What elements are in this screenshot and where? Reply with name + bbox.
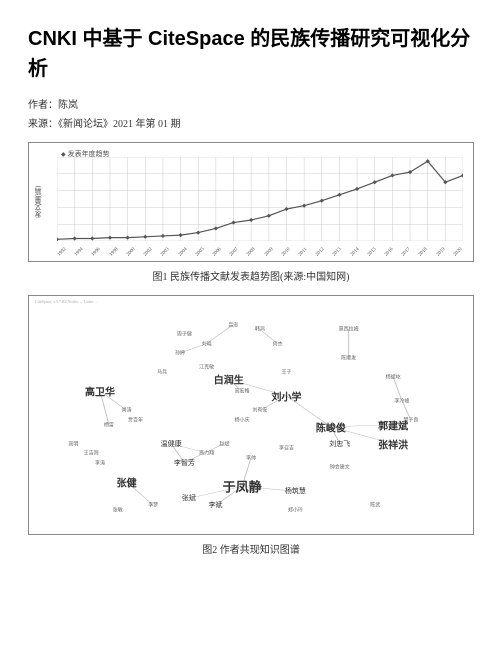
author-node: 李冷峰 (394, 397, 409, 404)
xlabel: 2013 (332, 247, 343, 258)
chart1-xlabels: 1992199419961998200020022003200420052006… (57, 254, 463, 259)
source-label: 来源： (28, 119, 58, 130)
author-node: 高宏格 (235, 388, 250, 395)
xlabel: 2016 (384, 247, 395, 258)
author-node: 韩鸿 (255, 326, 265, 333)
xlabel: 2010 (281, 247, 292, 258)
xlabel: 2002 (143, 247, 154, 258)
author-node: 张斌 (182, 493, 196, 503)
xlabel: 2008 (246, 247, 257, 258)
author-node: 刘小学 (272, 388, 302, 403)
author-node: 樊子良 (403, 416, 418, 423)
xlabel: 2009 (264, 247, 275, 258)
author-node: 莫西拉姆 (339, 326, 359, 333)
author-node: 杨筑慧 (285, 486, 306, 496)
author-node: 杨小庆 (235, 416, 250, 423)
author-node: 高卫华 (85, 384, 115, 399)
author-node: 杨雷 (104, 421, 114, 428)
author-node: 尚涛 (122, 407, 132, 414)
author-node: 王洁则 (84, 450, 99, 457)
chart2-meta: CiteSpace, v.5.7.R2 Nodes: ... Links: ..… (35, 300, 98, 305)
author-node: 周子健 (177, 331, 192, 338)
author-node: 刘有安 (252, 407, 267, 414)
xlabel: 2020 (453, 247, 464, 258)
author-node: 吕澎 (228, 321, 238, 328)
xlabel: 1998 (109, 247, 120, 258)
xlabel: 2012 (315, 247, 326, 258)
xlabel: 2003 (160, 247, 171, 258)
author-node: 李斌 (208, 500, 222, 510)
xlabel: 2015 (367, 247, 378, 258)
xlabel: 2006 (212, 247, 223, 258)
author-line: 作者：陈岚 (28, 96, 474, 111)
xlabel: 1992 (57, 247, 68, 258)
author-node: 陈峻俊 (316, 419, 346, 434)
xlabel: 1994 (74, 247, 85, 258)
xlabel: 2004 (178, 247, 189, 258)
chart1-caption: 图1 民族传播文献发表趋势图(来源:中国知网) (28, 268, 474, 283)
xlabel: 1996 (91, 247, 102, 258)
author-node: 孙婷 (175, 350, 185, 357)
chart2-edges (29, 296, 473, 534)
author-node: 马兵 (157, 369, 167, 376)
xlabel: 2019 (436, 247, 447, 258)
chart1-ylabel: 发文量(篇) (33, 186, 43, 219)
xlabel: 2018 (418, 247, 429, 258)
author-node: 杨斌屹 (386, 373, 401, 380)
author-node: 何杰 (273, 340, 283, 347)
source-line: 来源：《新闻论坛》2021 年第 01 期 (28, 115, 474, 130)
author-node: 白润生 (214, 372, 244, 387)
author-node: 郑小玲 (288, 507, 303, 514)
xlabel: 2017 (401, 247, 412, 258)
author-node: 刘晓 (202, 340, 212, 347)
author-node: 李涛 (95, 459, 105, 466)
trend-chart: 发表年度趋势 发文量(篇) 19921994199619982000200220… (28, 142, 474, 262)
author-name: 陈岚 (58, 100, 78, 111)
chart1-svg (57, 157, 463, 241)
author-node: 陈顺发 (341, 354, 356, 361)
xlabel: 2014 (350, 247, 361, 258)
author-node: 高明 (68, 440, 78, 447)
author-node: 高力翔 (199, 450, 214, 457)
author-node: 王子 (282, 369, 292, 376)
source-value: 《新闻论坛》2021 年第 01 期 (58, 119, 181, 130)
author-node: 江克敏 (199, 364, 214, 371)
chart2-caption: 图2 作者共现知识图谱 (28, 541, 474, 556)
xlabel: 2011 (298, 247, 308, 257)
author-node: 李梦 (148, 502, 158, 509)
chart1-plot-area (57, 157, 463, 241)
xlabel: 2005 (195, 247, 206, 258)
author-node: 温健康 (161, 439, 182, 449)
author-node: 李召吉 (279, 445, 294, 452)
coauthor-network: CiteSpace, v.5.7.R2 Nodes: ... Links: ..… (28, 295, 474, 535)
xlabel: 2000 (126, 247, 137, 258)
author-label: 作者： (28, 100, 58, 111)
author-node: 李帅 (246, 454, 256, 461)
author-node: 李智芳 (174, 458, 195, 468)
author-node: 陈武 (370, 502, 380, 509)
author-node: 张健 (117, 474, 137, 489)
author-node: 赵斌 (219, 440, 229, 447)
xlabel: 2007 (229, 247, 240, 258)
author-node: 张祥洪 (378, 436, 408, 451)
author-node: 张敏 (113, 507, 123, 514)
author-node: 于凤静 (223, 477, 262, 496)
paper-title: CNKI 中基于 CiteSpace 的民族传播研究可视化分析 (28, 24, 474, 84)
author-node: 贾百年 (128, 416, 143, 423)
author-node: 刘忠飞 (329, 439, 350, 449)
author-node: 钟会建文 (330, 464, 350, 471)
